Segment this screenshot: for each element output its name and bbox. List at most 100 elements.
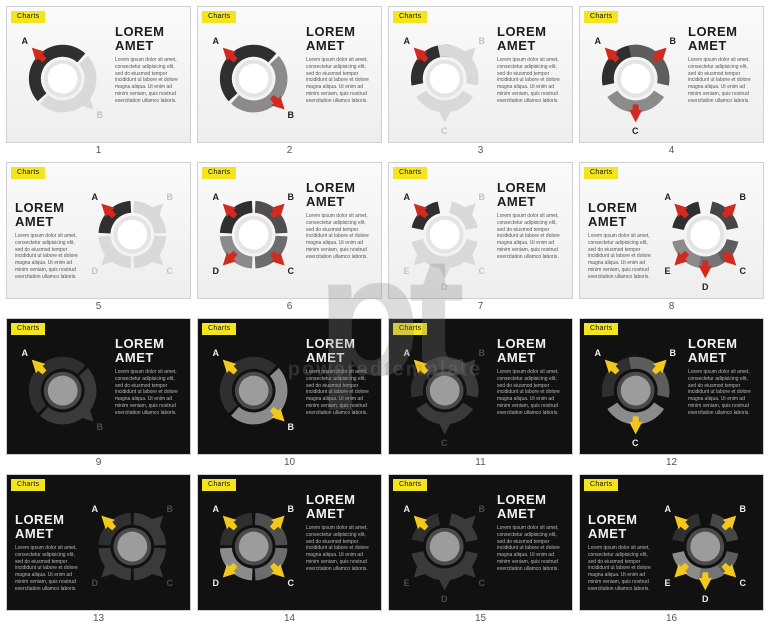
hub-center xyxy=(430,64,460,94)
segment-label: A xyxy=(92,504,99,514)
segment-label: B xyxy=(287,422,294,432)
slide-cell: ChartsABCLOREMAMETLorem ipsum dolor sit … xyxy=(579,6,764,156)
segment-label: D xyxy=(702,282,709,292)
slide-number: 12 xyxy=(579,455,764,468)
slide-body: Lorem ipsum dolor sit amet, consectetur … xyxy=(15,233,79,280)
slide-body: Lorem ipsum dolor sit amet, consectetur … xyxy=(497,57,565,104)
slide-body: Lorem ipsum dolor sit amet, consectetur … xyxy=(497,213,565,260)
slide-cell: ChartsABCDLOREMAMETLorem ipsum dolor sit… xyxy=(197,162,382,312)
segment-label: A xyxy=(213,36,220,46)
segment-label: B xyxy=(287,192,294,202)
slide-body: Lorem ipsum dolor sit amet, consectetur … xyxy=(306,213,374,260)
segment-label: A xyxy=(404,348,411,358)
segment-label: B xyxy=(669,348,676,358)
slide-thumbnail[interactable]: ChartsABCDELOREMAMETLorem ipsum dolor si… xyxy=(579,474,764,611)
segment-label: A xyxy=(665,504,672,514)
slide-title: LOREMAMET xyxy=(497,181,546,208)
title-line2: AMET xyxy=(497,350,536,365)
hub-center xyxy=(239,220,269,250)
title-line2: AMET xyxy=(497,38,536,53)
slide-body: Lorem ipsum dolor sit amet, consectetur … xyxy=(588,233,652,280)
title-line2: AMET xyxy=(588,526,627,541)
thumbnail-grid: ChartsABLOREMAMETLorem ipsum dolor sit a… xyxy=(0,0,770,630)
title-line2: AMET xyxy=(115,350,154,365)
slide-title: LOREMAMET xyxy=(115,337,164,364)
slide-thumbnail[interactable]: ChartsABCLOREMAMETLorem ipsum dolor sit … xyxy=(579,6,764,143)
slide-title: LOREMAMET xyxy=(688,337,737,364)
slide-thumbnail[interactable]: ChartsABCDLOREMAMETLorem ipsum dolor sit… xyxy=(6,474,191,611)
slide-body: Lorem ipsum dolor sit amet, consectetur … xyxy=(306,57,374,104)
slide-thumbnail[interactable]: ChartsABCDLOREMAMETLorem ipsum dolor sit… xyxy=(197,162,382,299)
slide-thumbnail[interactable]: ChartsABCDELOREMAMETLorem ipsum dolor si… xyxy=(579,162,764,299)
segment-label: B xyxy=(287,504,294,514)
slide-cell: ChartsABCLOREMAMETLorem ipsum dolor sit … xyxy=(579,318,764,468)
hub-center xyxy=(690,532,720,562)
segment-label: C xyxy=(166,578,173,588)
slide-cell: ChartsABCDELOREMAMETLorem ipsum dolor si… xyxy=(388,162,573,312)
hub-center xyxy=(117,532,147,562)
slide-title: LOREMAMET xyxy=(306,25,355,52)
segment-label: C xyxy=(441,438,448,448)
segment-label: C xyxy=(478,578,485,588)
segment-label: A xyxy=(213,504,220,514)
segment-label: A xyxy=(213,348,220,358)
slide-body: Lorem ipsum dolor sit amet, consectetur … xyxy=(115,57,183,104)
hub-center xyxy=(48,376,78,406)
slide-cell: ChartsABCLOREMAMETLorem ipsum dolor sit … xyxy=(388,6,573,156)
title-line2: AMET xyxy=(115,38,154,53)
slide-thumbnail[interactable]: ChartsABCDELOREMAMETLorem ipsum dolor si… xyxy=(388,474,573,611)
slide-title: LOREMAMET xyxy=(588,513,637,540)
segment-label: C xyxy=(287,266,294,276)
segment-label: A xyxy=(92,192,99,202)
hub-center xyxy=(48,64,78,94)
title-line2: AMET xyxy=(306,38,345,53)
segment-label: B xyxy=(287,110,294,120)
segment-label: D xyxy=(441,594,448,604)
segment-label: A xyxy=(665,192,672,202)
segment-label: A xyxy=(404,192,411,202)
hub-center xyxy=(239,64,269,94)
segment-label: A xyxy=(404,36,411,46)
segment-label: A xyxy=(595,36,602,46)
slide-body: Lorem ipsum dolor sit amet, consectetur … xyxy=(588,545,652,592)
slide-thumbnail[interactable]: ChartsABCDELOREMAMETLorem ipsum dolor si… xyxy=(388,162,573,299)
segment-label: C xyxy=(166,266,173,276)
segment-label: B xyxy=(478,504,485,514)
title-line2: AMET xyxy=(497,506,536,521)
hub-center xyxy=(430,220,460,250)
slide-thumbnail[interactable]: ChartsABCDLOREMAMETLorem ipsum dolor sit… xyxy=(6,162,191,299)
slide-thumbnail[interactable]: ChartsABLOREMAMETLorem ipsum dolor sit a… xyxy=(6,318,191,455)
slide-number: 2 xyxy=(197,143,382,156)
slide-number: 6 xyxy=(197,299,382,312)
segment-label: E xyxy=(404,578,410,588)
segment-label: A xyxy=(22,348,29,358)
slide-thumbnail[interactable]: ChartsABCLOREMAMETLorem ipsum dolor sit … xyxy=(579,318,764,455)
hub-center xyxy=(239,376,269,406)
slide-number: 14 xyxy=(197,611,382,624)
slide-thumbnail[interactable]: ChartsABLOREMAMETLorem ipsum dolor sit a… xyxy=(197,6,382,143)
slide-thumbnail[interactable]: ChartsABLOREMAMETLorem ipsum dolor sit a… xyxy=(6,6,191,143)
slide-title: LOREMAMET xyxy=(497,337,546,364)
slide-thumbnail[interactable]: ChartsABCLOREMAMETLorem ipsum dolor sit … xyxy=(388,6,573,143)
segment-label: A xyxy=(595,348,602,358)
slide-number: 11 xyxy=(388,455,573,468)
segment-label: D xyxy=(213,578,220,588)
slide-cell: ChartsABCDELOREMAMETLorem ipsum dolor si… xyxy=(579,162,764,312)
segment-label: B xyxy=(166,504,173,514)
slide-thumbnail[interactable]: ChartsABCLOREMAMETLorem ipsum dolor sit … xyxy=(388,318,573,455)
segment-label: D xyxy=(441,282,448,292)
title-line2: AMET xyxy=(306,350,345,365)
slide-cell: ChartsABLOREMAMETLorem ipsum dolor sit a… xyxy=(197,6,382,156)
segment-label: B xyxy=(478,36,485,46)
slide-title: LOREMAMET xyxy=(688,25,737,52)
slide-body: Lorem ipsum dolor sit amet, consectetur … xyxy=(688,369,756,416)
slide-title: LOREMAMET xyxy=(306,181,355,208)
slide-number: 16 xyxy=(579,611,764,624)
segment-label: B xyxy=(478,348,485,358)
title-line2: AMET xyxy=(306,506,345,521)
segment-label: C xyxy=(632,438,639,448)
slide-thumbnail[interactable]: ChartsABLOREMAMETLorem ipsum dolor sit a… xyxy=(197,318,382,455)
slide-thumbnail[interactable]: ChartsABCDLOREMAMETLorem ipsum dolor sit… xyxy=(197,474,382,611)
segment-label: A xyxy=(22,36,29,46)
segment-label: B xyxy=(739,192,746,202)
